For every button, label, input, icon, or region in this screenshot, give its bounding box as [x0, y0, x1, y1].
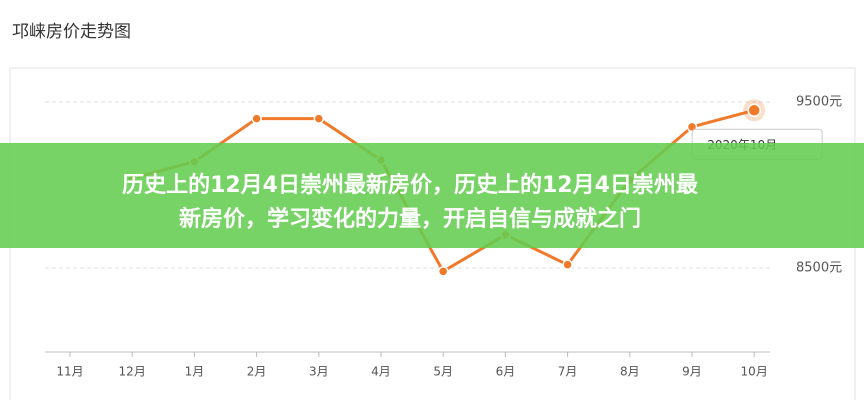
point	[251, 113, 262, 124]
y-tick-label: 8500元	[796, 261, 842, 276]
x-tick-label: 7月	[558, 365, 578, 379]
banner	[0, 143, 864, 248]
x-tick-label: 8月	[620, 365, 640, 379]
point	[747, 103, 761, 118]
x-tick-label: 6月	[496, 365, 516, 379]
x-tick-label: 4月	[371, 365, 391, 379]
x-tick-label: 11月	[56, 365, 83, 379]
x-tick-label: 5月	[433, 365, 453, 379]
plot: 8500元9500元11月12月1月2月3月4月5月6月7月8月9月10月202…	[45, 95, 842, 379]
banner-line: 新房价，学习变化的力量，开启自信与成就之门	[179, 206, 641, 232]
x-tick-label: 10月	[741, 365, 768, 379]
point	[313, 113, 325, 124]
point	[437, 266, 449, 277]
x-tick-label: 2月	[247, 365, 267, 379]
chart-title: 邛崃房价走势图	[12, 22, 131, 42]
x-tick-label: 9月	[682, 365, 702, 379]
banner-line: 历史上的12月4日崇州最新房价，历史上的12月4日崇州最	[122, 172, 699, 198]
x-tick-label: 12月	[119, 365, 146, 379]
y-tick-label: 9500元	[796, 95, 842, 110]
point	[562, 259, 573, 270]
x-tick-label: 3月	[309, 365, 329, 379]
x-tick-label: 1月	[185, 365, 205, 379]
